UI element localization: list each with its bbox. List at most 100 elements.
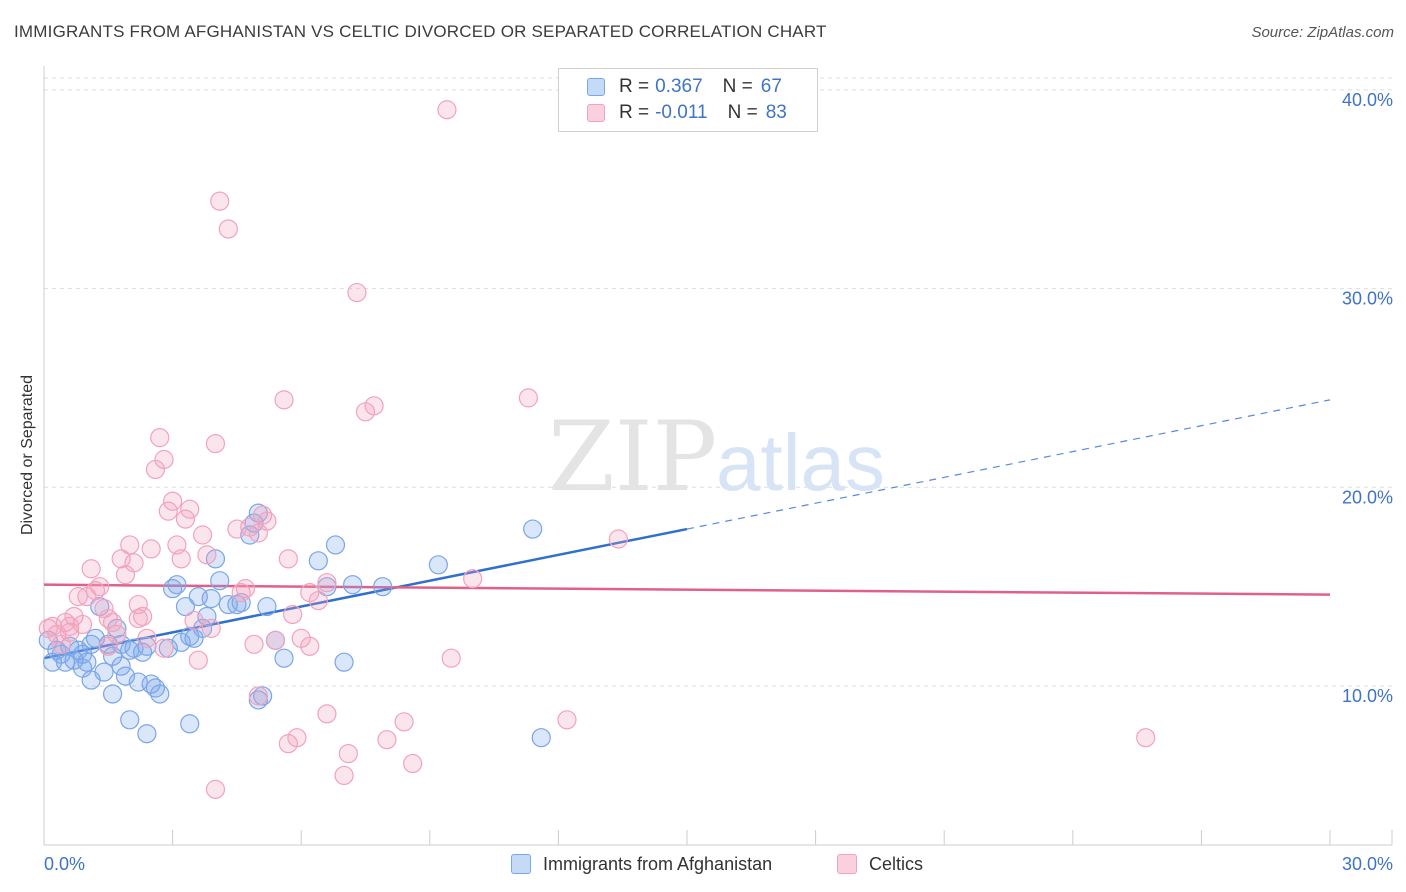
watermark: ZIP atlas	[548, 401, 885, 513]
point-celtics	[218, 219, 238, 239]
x-tick-label-max: 30.0%	[1342, 854, 1393, 874]
point-celtics	[283, 604, 303, 625]
legend-label-celtics: Celtics	[869, 853, 924, 874]
point-celtics	[180, 499, 200, 519]
point-afghanistan	[210, 571, 230, 591]
point-celtics	[128, 594, 148, 615]
point-afghanistan	[111, 656, 131, 676]
chart-title: IMMIGRANTS FROM AFGHANISTAN VS CELTIC DI…	[14, 22, 827, 41]
point-celtics	[188, 650, 208, 670]
blue-swatch-icon	[587, 78, 605, 96]
point-afghanistan	[523, 519, 543, 539]
point-celtics	[150, 428, 170, 448]
point-celtics	[205, 779, 226, 799]
point-celtics	[287, 728, 307, 748]
blue-swatch-icon	[511, 854, 531, 874]
point-afghanistan	[175, 596, 196, 617]
point-celtics	[257, 511, 277, 531]
point-celtics	[235, 579, 256, 599]
trend-lines	[43, 399, 1331, 660]
point-afghanistan	[373, 577, 393, 597]
point-afghanistan	[428, 555, 448, 575]
point-afghanistan	[257, 596, 277, 617]
watermark-zip: ZIP	[548, 401, 717, 513]
point-celtics	[98, 636, 118, 656]
legend-row-afghanistan: R = 0.367 N = 67	[587, 75, 782, 99]
point-celtics	[244, 634, 264, 654]
point-celtics	[60, 616, 80, 637]
point-celtics	[317, 573, 337, 593]
point-celtics	[81, 559, 101, 579]
point-afghanistan	[167, 575, 187, 595]
point-celtics	[154, 449, 174, 470]
point-celtics	[184, 610, 204, 631]
point-celtics	[158, 501, 178, 521]
pink-swatch-icon	[587, 104, 605, 122]
point-celtics	[132, 606, 153, 627]
point-afghanistan	[343, 575, 363, 595]
source-label: Source: ZipAtlas.com	[1251, 24, 1394, 41]
data-points	[38, 100, 1156, 799]
pink-swatch-icon	[837, 854, 857, 874]
point-celtics	[137, 628, 157, 648]
point-afghanistan	[102, 684, 123, 704]
point-afghanistan	[197, 606, 217, 627]
point-celtics	[141, 539, 161, 559]
point-celtics	[175, 509, 196, 529]
n-value-celtics: 83	[765, 102, 787, 123]
point-celtics	[171, 549, 191, 569]
point-celtics	[102, 612, 123, 633]
point-celtics	[193, 525, 213, 545]
r-label: R =	[619, 102, 650, 123]
point-celtics	[308, 590, 328, 611]
point-celtics	[248, 686, 268, 706]
point-celtics	[120, 535, 140, 555]
point-celtics	[557, 710, 577, 730]
point-afghanistan	[274, 648, 294, 668]
point-celtics	[364, 396, 384, 416]
y-tick-label: 30.0%	[1342, 289, 1393, 309]
point-celtics	[197, 545, 217, 565]
point-afghanistan	[334, 652, 354, 672]
r-value-celtics: -0.011	[655, 102, 708, 123]
point-celtics	[437, 100, 457, 120]
point-celtics	[394, 712, 414, 732]
point-afghanistan	[531, 728, 551, 748]
correlation-legend: R = 0.367 N = 67 R = -0.011 N = 83	[558, 68, 818, 132]
point-celtics	[1136, 728, 1156, 748]
y-tick-label: 40.0%	[1342, 90, 1393, 110]
legend-row-celtics: R = -0.011 N = 83	[587, 101, 787, 125]
point-afghanistan	[137, 724, 157, 744]
point-celtics	[154, 638, 174, 658]
point-celtics	[274, 390, 294, 410]
point-celtics	[403, 753, 423, 774]
y-tick-label: 10.0%	[1342, 686, 1393, 706]
n-label: N =	[727, 102, 758, 123]
point-celtics	[90, 577, 110, 597]
point-celtics	[124, 553, 144, 573]
point-afghanistan	[201, 588, 221, 609]
legend-item-afghanistan: Immigrants from Afghanistan	[511, 852, 772, 876]
point-celtics	[338, 743, 358, 764]
point-afghanistan	[120, 710, 140, 730]
point-celtics	[205, 433, 226, 454]
trend-line-celtics	[43, 583, 1331, 596]
point-celtics	[347, 282, 367, 303]
point-celtics	[441, 648, 461, 668]
point-celtics	[94, 598, 114, 619]
point-afghanistan	[180, 714, 200, 734]
point-celtics	[334, 765, 354, 786]
point-afghanistan	[150, 684, 170, 704]
r-label: R =	[619, 76, 650, 97]
r-value-afghanistan: 0.367	[655, 76, 703, 97]
point-celtics	[317, 704, 337, 724]
trend-line-afghanistan-projection	[686, 399, 1331, 530]
n-label: N =	[722, 76, 753, 97]
point-celtics	[463, 569, 483, 589]
tick-labels: 10.0% 20.0% 30.0% 40.0% 0.0% 30.0%	[44, 90, 1393, 874]
point-celtics	[377, 730, 397, 750]
point-celtics	[518, 388, 538, 408]
point-afghanistan	[325, 535, 346, 555]
point-afghanistan	[137, 636, 157, 656]
